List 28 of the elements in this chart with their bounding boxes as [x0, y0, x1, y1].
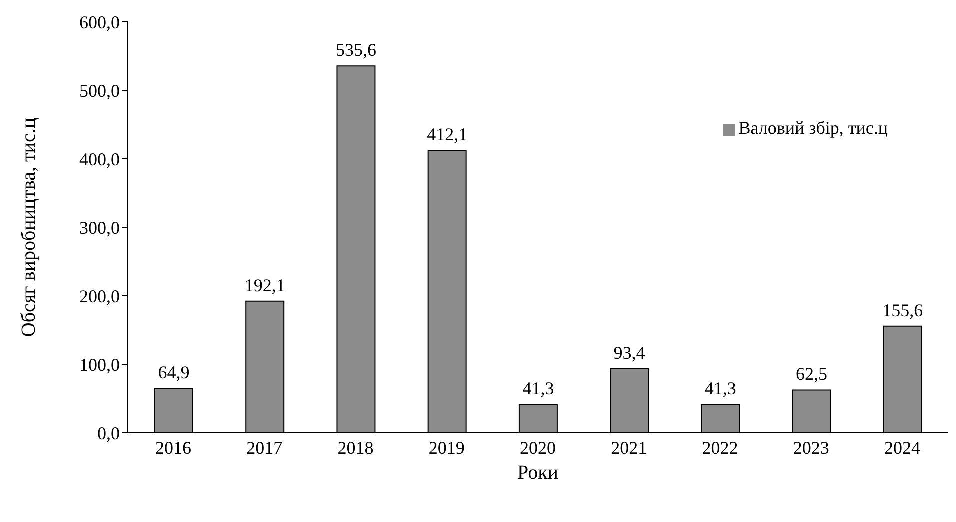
x-tick-label: 2022: [702, 438, 738, 458]
data-label: 41,3: [522, 378, 554, 399]
y-tick-label: 300,0: [80, 218, 120, 238]
y-tick-label: 600,0: [80, 12, 120, 32]
x-tick-label: 2018: [338, 438, 374, 458]
y-tick-label: 100,0: [80, 354, 120, 375]
x-tick-label: 2020: [520, 438, 556, 458]
data-label: 93,4: [614, 343, 646, 364]
x-tick-label: 2023: [793, 438, 830, 458]
x-tick-label: 2016: [156, 438, 192, 458]
data-label: 41,3: [704, 378, 736, 399]
x-tick-label: 2021: [611, 438, 648, 458]
y-tick-label: 500,0: [80, 80, 120, 101]
y-tick-label: 400,0: [80, 149, 120, 170]
y-tick-label: 0,0: [98, 423, 120, 444]
data-label: 155,6: [882, 300, 924, 320]
x-tick-label: 2024: [884, 438, 920, 458]
data-label: 412,1: [427, 124, 468, 145]
data-label: 64,9: [158, 362, 190, 383]
x-axis-title: Роки: [517, 462, 559, 484]
y-tick-label: 200,0: [80, 286, 120, 306]
x-tick-label: 2019: [428, 438, 465, 458]
data-label: 535,6: [336, 40, 376, 60]
data-label: 192,1: [244, 275, 286, 296]
x-tick-label: 2017: [246, 438, 283, 458]
data-label: 62,5: [796, 364, 828, 384]
legend-label: Валовий збір, тис.ц: [738, 118, 888, 138]
y-axis-title: Обсяг виробництва, тис.ц: [18, 118, 40, 338]
